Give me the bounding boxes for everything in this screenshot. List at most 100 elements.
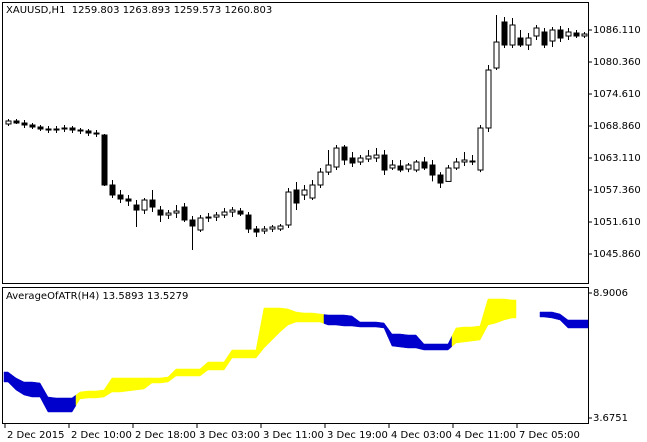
candle-body xyxy=(389,164,396,169)
band-segment xyxy=(131,377,141,391)
candle-body xyxy=(45,128,52,131)
candle-body xyxy=(357,157,364,163)
candle-body xyxy=(493,41,500,69)
y-tick-label: 3.6751 xyxy=(593,413,628,424)
indicator-pane xyxy=(2,287,589,424)
band-segment xyxy=(83,390,93,399)
band-segment xyxy=(499,298,509,322)
band-segment xyxy=(291,310,301,324)
band-segment xyxy=(427,343,437,351)
candle-body xyxy=(557,29,564,39)
candle-body xyxy=(373,154,380,159)
candle-body xyxy=(213,214,220,218)
x-tick-label: 2 Dec 10:00 xyxy=(71,430,132,441)
candle-body xyxy=(133,204,140,211)
candle-body xyxy=(173,210,180,214)
candle-body xyxy=(549,29,556,42)
band-segment xyxy=(363,321,373,328)
candle-body xyxy=(229,209,236,213)
candle-body xyxy=(317,171,324,186)
band-segment xyxy=(187,368,197,377)
candle-body xyxy=(157,209,164,216)
y-tick-label: 1051.610 xyxy=(593,217,641,228)
candle-body xyxy=(221,211,228,216)
band-segment xyxy=(331,314,341,326)
candle-body xyxy=(533,27,540,37)
band-segment xyxy=(243,349,253,359)
candle-body xyxy=(197,217,204,231)
candle-body xyxy=(525,37,532,46)
x-tick-label: 2 Dec 18:00 xyxy=(135,430,196,441)
candle-body xyxy=(5,120,12,125)
band-segment xyxy=(371,321,381,328)
band-segment xyxy=(155,377,165,384)
candle-body xyxy=(293,189,300,204)
candle-body xyxy=(301,189,308,196)
candle-body xyxy=(429,164,436,176)
chart-title: XAUUSD,H1 1259.803 1263.893 1259.573 126… xyxy=(6,5,272,16)
candle-body xyxy=(453,161,460,169)
candle-body xyxy=(413,161,420,171)
band-segment xyxy=(27,381,37,398)
band-segment xyxy=(315,313,325,324)
candle-body xyxy=(541,31,548,46)
y-tick-label: 1063.110 xyxy=(593,153,641,164)
candle-body xyxy=(333,147,340,168)
band-segment xyxy=(339,314,349,327)
band-segment xyxy=(491,298,501,325)
band-segment xyxy=(459,326,469,343)
y-tick-label: 1086.110 xyxy=(593,25,641,36)
candle-body xyxy=(397,165,404,171)
x-tick-label: 3 Dec 11:00 xyxy=(263,430,324,441)
x-tick-label: 4 Dec 03:00 xyxy=(391,430,452,441)
candle-body xyxy=(117,194,124,200)
band-segment xyxy=(299,312,309,323)
band-segment xyxy=(235,349,245,359)
candle-body xyxy=(381,154,388,171)
candle-body xyxy=(421,161,428,169)
y-tick-label: 1045.860 xyxy=(593,249,641,260)
candle-body xyxy=(165,212,172,216)
band-segment xyxy=(323,314,333,326)
candle-body xyxy=(437,174,444,184)
candle-body xyxy=(69,127,76,131)
candle-body xyxy=(565,31,572,37)
candle-body xyxy=(485,69,492,129)
x-tick-label: 4 Dec 11:00 xyxy=(455,430,516,441)
candle-body xyxy=(13,120,20,124)
candle-body xyxy=(405,164,412,170)
price-pane xyxy=(2,2,589,284)
candle-body xyxy=(269,226,276,230)
candle-body xyxy=(573,32,580,37)
candle-body xyxy=(37,126,44,130)
candle-body xyxy=(509,24,516,46)
candle-body xyxy=(61,127,68,130)
y-tick-label: 1068.860 xyxy=(593,121,641,132)
band-segment xyxy=(91,390,101,399)
y-tick-label: 1074.610 xyxy=(593,89,641,100)
candle-body xyxy=(349,157,356,164)
y-tick-label: 1080.360 xyxy=(593,57,641,68)
band-segment xyxy=(211,361,221,371)
band-segment xyxy=(307,312,317,323)
candle-body xyxy=(469,160,476,163)
band-segment xyxy=(467,326,477,342)
candle-body xyxy=(237,210,244,215)
x-tick-label: 3 Dec 03:00 xyxy=(199,430,260,441)
candle-body xyxy=(29,124,36,128)
candle-body xyxy=(341,146,348,161)
candle-body xyxy=(285,191,292,226)
candle-body xyxy=(93,132,100,135)
candle-body xyxy=(149,199,156,208)
candle-body xyxy=(205,216,212,219)
band-segment xyxy=(571,319,581,329)
candle-body xyxy=(77,129,84,132)
candle-body xyxy=(461,159,468,163)
x-tick-label: 7 Dec 05:00 xyxy=(519,430,580,441)
band-segment xyxy=(395,333,405,348)
candle-body xyxy=(517,37,524,46)
candle-body xyxy=(101,134,108,186)
band-segment xyxy=(579,319,589,329)
